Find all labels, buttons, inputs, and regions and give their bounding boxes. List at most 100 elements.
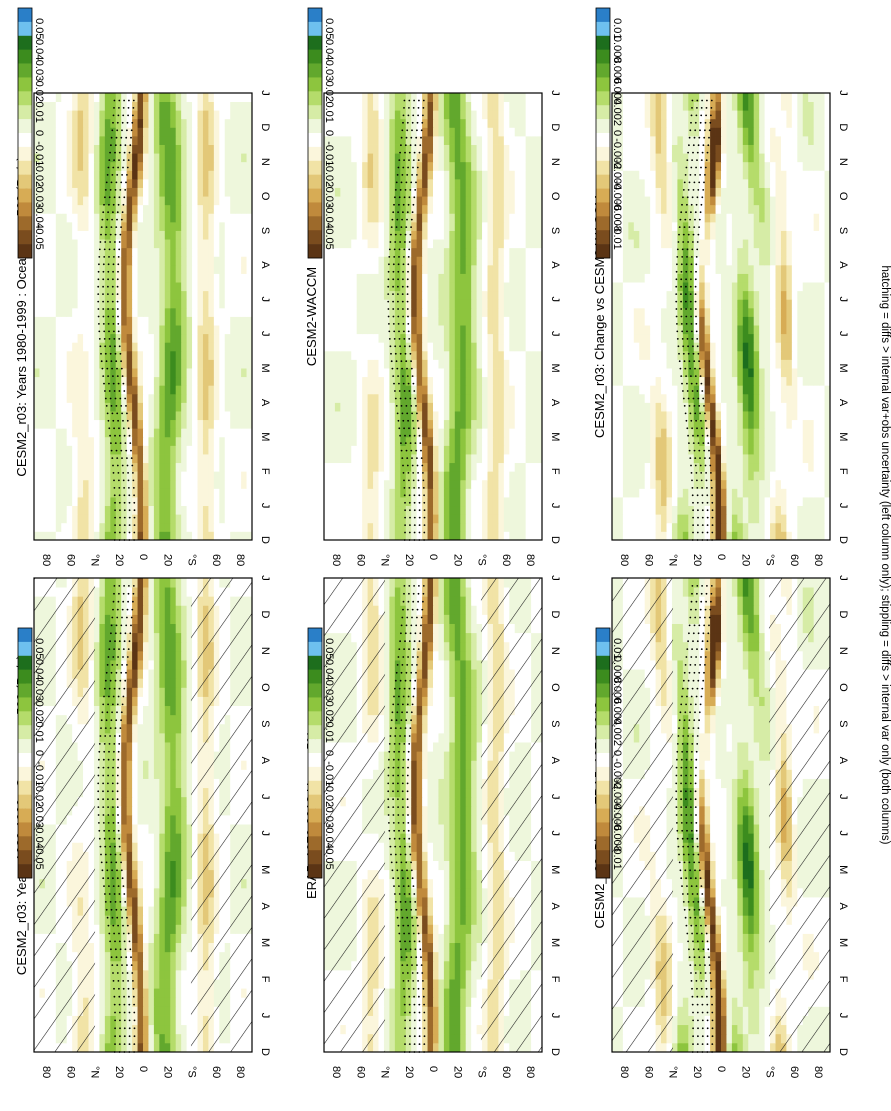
- heatmap-cell: [99, 1024, 106, 1035]
- heatmap-cell: [433, 815, 439, 825]
- stipple-dot: [407, 758, 410, 761]
- heatmap-cell: [400, 924, 407, 934]
- stipple-dot: [402, 877, 404, 880]
- heatmap-cell: [460, 769, 467, 779]
- heatmap-cell: [121, 732, 128, 743]
- heatmap-cell: [104, 969, 111, 980]
- heatmap-cell: [159, 660, 166, 670]
- heatmap-cell: [153, 641, 160, 652]
- stipple-dot: [131, 608, 134, 611]
- heatmap-cell: [416, 969, 423, 980]
- heatmap-cell: [476, 942, 483, 953]
- stipple-dot: [422, 592, 425, 595]
- heatmap-cell: [383, 742, 390, 752]
- heatmap-cell: [110, 678, 117, 688]
- stipple-dot: [113, 648, 115, 650]
- heatmap-cell: [422, 660, 428, 670]
- heatmap-cell: [389, 796, 396, 807]
- heatmap-cell: [110, 1033, 117, 1044]
- heatmap-cell: [143, 915, 149, 925]
- heatmap-cell: [405, 933, 412, 944]
- heatmap-cell: [460, 842, 467, 852]
- heatmap-cell: [143, 1006, 149, 1016]
- heatmap-cell: [460, 578, 467, 588]
- heatmap-cell: [175, 1024, 182, 1035]
- heatmap-cell: [132, 587, 138, 597]
- colorbar-swatch: [18, 641, 32, 657]
- stipple-dot: [392, 822, 395, 824]
- heatmap-cell: [93, 623, 100, 634]
- heatmap-cell: [394, 897, 401, 907]
- heatmap-cell: [438, 614, 445, 624]
- heatmap-cell: [159, 769, 166, 779]
- heatmap-cell: [186, 578, 193, 588]
- heatmap-cell: [186, 851, 193, 861]
- heatmap-cell: [759, 1033, 765, 1044]
- heatmap-cell: [104, 1006, 111, 1016]
- heatmap-cell: [175, 851, 182, 861]
- heatmap-cell: [153, 760, 160, 770]
- stipple-dot: [410, 671, 413, 674]
- heatmap-cell: [164, 915, 171, 925]
- heatmap-cell: [394, 732, 401, 743]
- stipple-dot: [392, 703, 395, 706]
- lat-tick-label: 60: [354, 1066, 366, 1078]
- heatmap-cell: [427, 632, 434, 643]
- heatmap-cell: [148, 596, 155, 606]
- heatmap-cell: [394, 796, 401, 807]
- heatmap-cell: [383, 732, 390, 743]
- heatmap-cell: [411, 605, 418, 615]
- heatmap-cell: [427, 951, 434, 962]
- stipple-dot: [405, 624, 408, 627]
- heatmap-cell: [411, 842, 418, 852]
- stipple-dot: [413, 585, 415, 587]
- heatmap-cell: [438, 705, 445, 716]
- heatmap-cell: [175, 587, 182, 597]
- heatmap-cell: [186, 596, 193, 606]
- heatmap-cell: [153, 824, 160, 834]
- stipple-dot: [123, 893, 126, 895]
- heatmap-cell: [416, 942, 423, 953]
- heatmap-cell: [471, 596, 477, 606]
- heatmap-cell: [427, 687, 434, 697]
- heatmap-cell: [443, 796, 450, 807]
- heatmap-cell: [110, 687, 117, 697]
- heatmap-cell: [164, 988, 171, 998]
- stipple-dot: [415, 671, 417, 674]
- heatmap-cell: [110, 851, 117, 861]
- heatmap-cell: [383, 805, 390, 816]
- stipple-dot: [122, 987, 125, 990]
- heatmap-cell: [443, 915, 450, 925]
- heatmap-cell: [411, 587, 418, 597]
- heatmap-cell: [164, 678, 171, 688]
- heatmap-cell: [132, 614, 138, 624]
- stipple-dot: [113, 829, 115, 832]
- stipple-dot: [132, 995, 135, 998]
- heatmap-cell: [164, 969, 171, 980]
- heatmap-cell: [170, 760, 177, 770]
- heatmap-cell: [104, 860, 111, 871]
- heatmap-cell: [460, 805, 467, 816]
- stipple-dot: [412, 987, 415, 990]
- heatmap-cell: [715, 1033, 722, 1044]
- heatmap-cell: [164, 660, 171, 670]
- heatmap-cell: [148, 1024, 155, 1035]
- stipple-dot: [414, 679, 417, 682]
- heatmap-cell: [181, 1024, 187, 1035]
- heatmap-cell: [121, 632, 128, 643]
- heatmap-cell: [443, 742, 450, 752]
- heatmap-cell: [104, 723, 111, 734]
- heatmap-cell: [99, 578, 106, 588]
- stipple-dot: [98, 822, 100, 824]
- heatmap-cell: [405, 760, 412, 770]
- heatmap-cell: [416, 815, 423, 825]
- heatmap-cell: [170, 869, 177, 880]
- heatmap-cell: [153, 842, 160, 852]
- heatmap-cell: [170, 742, 177, 752]
- heatmap-cell: [438, 878, 445, 889]
- stipple-dot: [397, 758, 400, 761]
- heatmap-cell: [137, 860, 144, 871]
- heatmap-cell: [170, 687, 177, 697]
- stipple-dot: [411, 608, 414, 611]
- stipple-dot: [107, 774, 109, 777]
